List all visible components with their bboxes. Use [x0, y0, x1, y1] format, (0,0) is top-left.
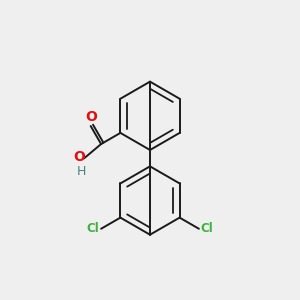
Text: H: H [76, 165, 86, 178]
Text: O: O [73, 150, 85, 164]
Text: O: O [85, 110, 97, 124]
Text: Cl: Cl [200, 222, 213, 235]
Text: Cl: Cl [87, 222, 100, 235]
